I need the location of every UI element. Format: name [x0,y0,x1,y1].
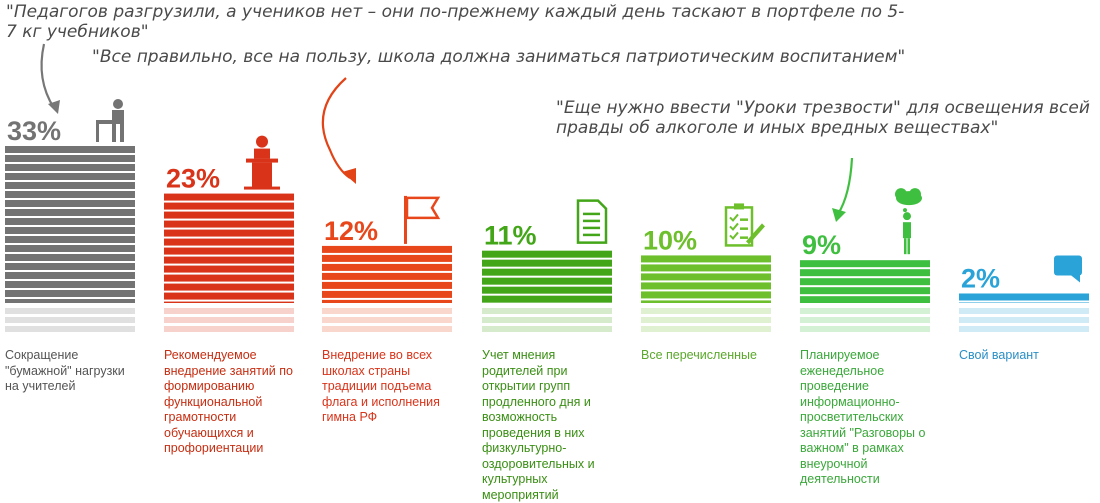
category-label: Планируемое еженедельное проведение инфо… [800,348,926,486]
category-label: Учет мнения родителей при открытии групп… [482,348,595,502]
data-label: 10% [643,225,697,255]
bar [641,255,771,303]
category-label: Свой вариант [959,348,1039,362]
data-label: 2% [961,263,1000,293]
category-label: Внедрение во всех школах страны традиции… [322,348,440,424]
document-icon [576,199,608,244]
quote-3: "Еще нужно ввести "Уроки трезвости" для … [556,98,1090,138]
bar [482,250,612,303]
podium-speaker-icon [244,135,280,190]
bar-chart: 33% 23% 12% 11% 10% 9% 2% [5,43,1089,332]
bar [322,245,452,303]
quote-2: "Все правильно, все на пользу, школа дол… [92,47,906,67]
category-label: Сокращение "бумажной" нагрузки на учител… [5,348,125,393]
bar [5,146,135,303]
bar-group: 10% [641,203,771,332]
bar-group: 33% [5,99,135,332]
data-label: 33% [7,116,61,146]
category-label: Рекомендуемое внедрение занятий по форми… [164,348,293,455]
quote-1: "Педагогов разгрузили, а учеников нет – … [6,2,905,42]
data-label: 23% [166,164,220,194]
bar [959,293,1089,303]
thinking-person-icon [895,188,922,255]
bar-group: 11% [482,199,612,332]
arrow [832,157,854,222]
teacher-desk-icon [96,99,124,142]
bar [800,260,930,303]
bar-group: 2% [959,255,1089,332]
bar [164,193,294,303]
data-label: 12% [324,216,378,246]
data-label: 9% [802,230,841,260]
checklist-icon [724,203,765,247]
bar-group: 23% [164,135,294,332]
data-label: 11% [484,221,537,251]
bar-group: 9% [800,188,930,332]
bar-group: 12% [322,195,452,332]
flag-icon [404,195,441,244]
speech-bubble-icon [1054,255,1082,283]
category-label: Все перечисленные [641,348,757,362]
arrow [40,43,60,114]
arrow [321,77,356,184]
